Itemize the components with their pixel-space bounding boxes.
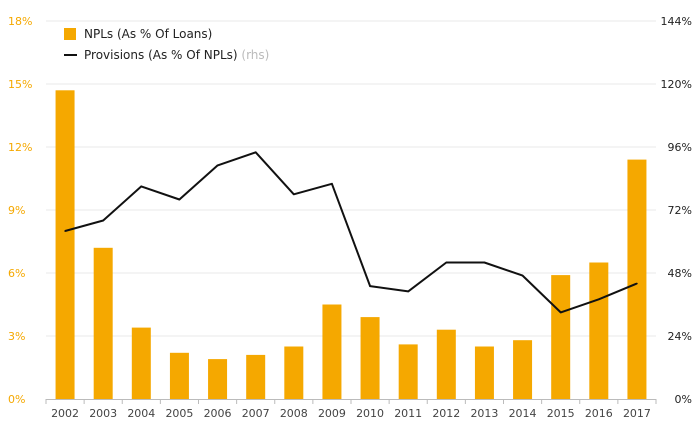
legend-label-provisions-text: Provisions (As % Of NPLs) [84, 48, 238, 62]
bar-npls-2007 [246, 354, 266, 399]
point-provisions-2005 [178, 198, 181, 201]
point-provisions-2007 [254, 151, 257, 154]
bar-npls-2014 [513, 340, 533, 399]
x-tick-label: 2005 [165, 407, 193, 420]
point-provisions-2015 [559, 311, 562, 314]
axes: 0% 0% 3% 24% 6% 48% 9% 72% 12% 96% 15% 120% 18% 144% 2… [8, 15, 692, 420]
legend-label-npls: NPLs (As % Of Loans) [84, 27, 212, 41]
y-left-tick-label: 12% [8, 141, 32, 154]
y-right-tick-label: 48% [668, 267, 692, 280]
x-tick-label: 2002 [51, 407, 79, 420]
x-tick-label: 2004 [127, 407, 155, 420]
bar-npls-2003 [93, 247, 113, 399]
x-tick-label: 2010 [356, 407, 384, 420]
y-left-tick-label: 18% [8, 15, 32, 28]
bar-npls-2006 [208, 359, 228, 399]
x-tick-label: 2008 [280, 407, 308, 420]
line-series [64, 151, 638, 314]
point-provisions-2012 [445, 261, 448, 264]
y-left-tick-label: 6% [8, 267, 25, 280]
y-left-tick-label: 9% [8, 204, 25, 217]
bar-npls-2008 [284, 346, 304, 399]
bar-npls-2013 [474, 346, 494, 399]
bar-npls-2010 [360, 317, 380, 399]
point-provisions-2003 [102, 219, 104, 222]
x-tick-label: 2015 [547, 407, 575, 420]
line-provisions [64, 151, 638, 314]
y-right-tick-label: 72% [668, 204, 692, 217]
legend-label-rhs: (rhs) [241, 48, 269, 62]
point-provisions-2016 [598, 298, 600, 301]
bar-npls-2015 [551, 275, 571, 399]
bar-npls-2011 [398, 344, 418, 399]
y-right-tick-label: 0% [675, 393, 692, 406]
point-provisions-2017 [636, 282, 638, 285]
x-tick-label: 2011 [394, 407, 422, 420]
point-provisions-2008 [293, 193, 295, 196]
y-right-tick-label: 24% [668, 330, 692, 343]
legend-swatch-npls [64, 28, 76, 40]
bar-npls-2017 [627, 159, 647, 399]
point-provisions-2014 [521, 274, 524, 277]
bar-npls-2009 [322, 304, 342, 399]
point-provisions-2011 [407, 290, 409, 293]
x-tick-label: 2013 [470, 407, 498, 420]
point-provisions-2002 [64, 230, 66, 232]
y-right-tick-label: 144% [661, 15, 692, 28]
x-tick-label: 2012 [432, 407, 460, 420]
y-left-tick-label: 0% [8, 393, 25, 406]
point-provisions-2009 [331, 182, 333, 185]
x-tick-label: 2016 [585, 407, 613, 420]
x-tick-label: 2003 [89, 407, 117, 420]
bar-npls-2004 [131, 327, 151, 399]
x-tick-label: 2009 [318, 407, 346, 420]
legend-label-provisions: Provisions (As % Of NPLs) (rhs) [84, 48, 269, 62]
x-tick-label: 2017 [623, 407, 651, 420]
y-right-tick-label: 96% [668, 141, 692, 154]
point-provisions-2013 [483, 261, 486, 264]
bar-npls-2012 [436, 329, 456, 399]
point-provisions-2010 [369, 285, 371, 287]
legend: NPLs (As % Of Loans) Provisions (As % Of… [64, 27, 269, 62]
bar-npls-2005 [169, 352, 189, 399]
point-provisions-2004 [140, 185, 143, 188]
x-tick-label: 2014 [509, 407, 537, 420]
x-tick-label: 2007 [242, 407, 270, 420]
x-tick-label: 2006 [204, 407, 232, 420]
bar-series [55, 90, 647, 400]
y-right-tick-label: 120% [661, 78, 692, 91]
bar-npls-2002 [55, 90, 75, 400]
y-left-tick-label: 15% [8, 78, 32, 91]
bar-npls-2016 [589, 262, 609, 399]
point-provisions-2006 [216, 164, 219, 167]
y-left-tick-label: 3% [8, 330, 25, 343]
